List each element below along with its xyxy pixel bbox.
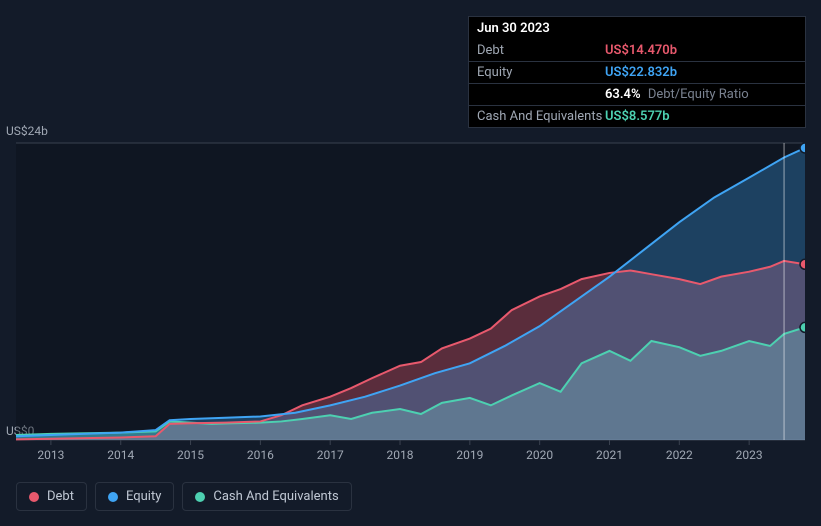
legend-item-debt[interactable]: Debt (16, 482, 87, 511)
tooltip-label: Equity (477, 65, 605, 80)
chart-area[interactable] (16, 125, 805, 445)
tooltip-row-debt: Debt US$14.470b (469, 40, 805, 62)
chart-svg (16, 125, 805, 445)
tooltip-label: Cash And Equivalents (477, 109, 605, 124)
xaxis: 2013 2014 2015 2016 2017 2018 2019 2020 2021 2022… (16, 448, 805, 468)
tooltip-ratio-suffix: Debt/Equity Ratio (648, 87, 749, 102)
xaxis-label: 2023 (736, 448, 763, 462)
tooltip-value: US$14.470b (605, 43, 677, 58)
legend-label: Equity (126, 489, 161, 504)
tooltip-value: US$22.832b (605, 65, 677, 80)
legend-label: Debt (47, 489, 74, 504)
xaxis-label: 2017 (317, 448, 344, 462)
xaxis-label: 2015 (177, 448, 204, 462)
legend-swatch (195, 492, 205, 502)
xaxis-label: 2016 (247, 448, 274, 462)
xaxis-label: 2018 (387, 448, 414, 462)
legend-item-cash[interactable]: Cash And Equivalents (182, 482, 351, 511)
tooltip-label: Debt (477, 43, 605, 58)
xaxis-label: 2021 (596, 448, 623, 462)
xaxis-label: 2020 (526, 448, 553, 462)
xaxis-label: 2014 (107, 448, 134, 462)
chart-tooltip: Jun 30 2023 Debt US$14.470b Equity US$22… (468, 16, 806, 128)
legend-swatch (29, 492, 39, 502)
xaxis-label: 2013 (37, 448, 64, 462)
tooltip-date: Jun 30 2023 (469, 17, 805, 40)
xaxis-label: 2022 (666, 448, 693, 462)
legend-swatch (108, 492, 118, 502)
tooltip-row-cash: Cash And Equivalents US$8.577b (469, 106, 805, 127)
tooltip-value: US$8.577b (605, 109, 670, 124)
legend-label: Cash And Equivalents (213, 489, 338, 504)
tooltip-row-equity: Equity US$22.832b (469, 62, 805, 84)
tooltip-label (477, 87, 605, 102)
legend: Debt Equity Cash And Equivalents (16, 482, 352, 511)
tooltip-row-ratio: 63.4% Debt/Equity Ratio (469, 84, 805, 106)
legend-item-equity[interactable]: Equity (95, 482, 174, 511)
tooltip-value: 63.4% (605, 87, 641, 102)
xaxis-label: 2019 (456, 448, 483, 462)
